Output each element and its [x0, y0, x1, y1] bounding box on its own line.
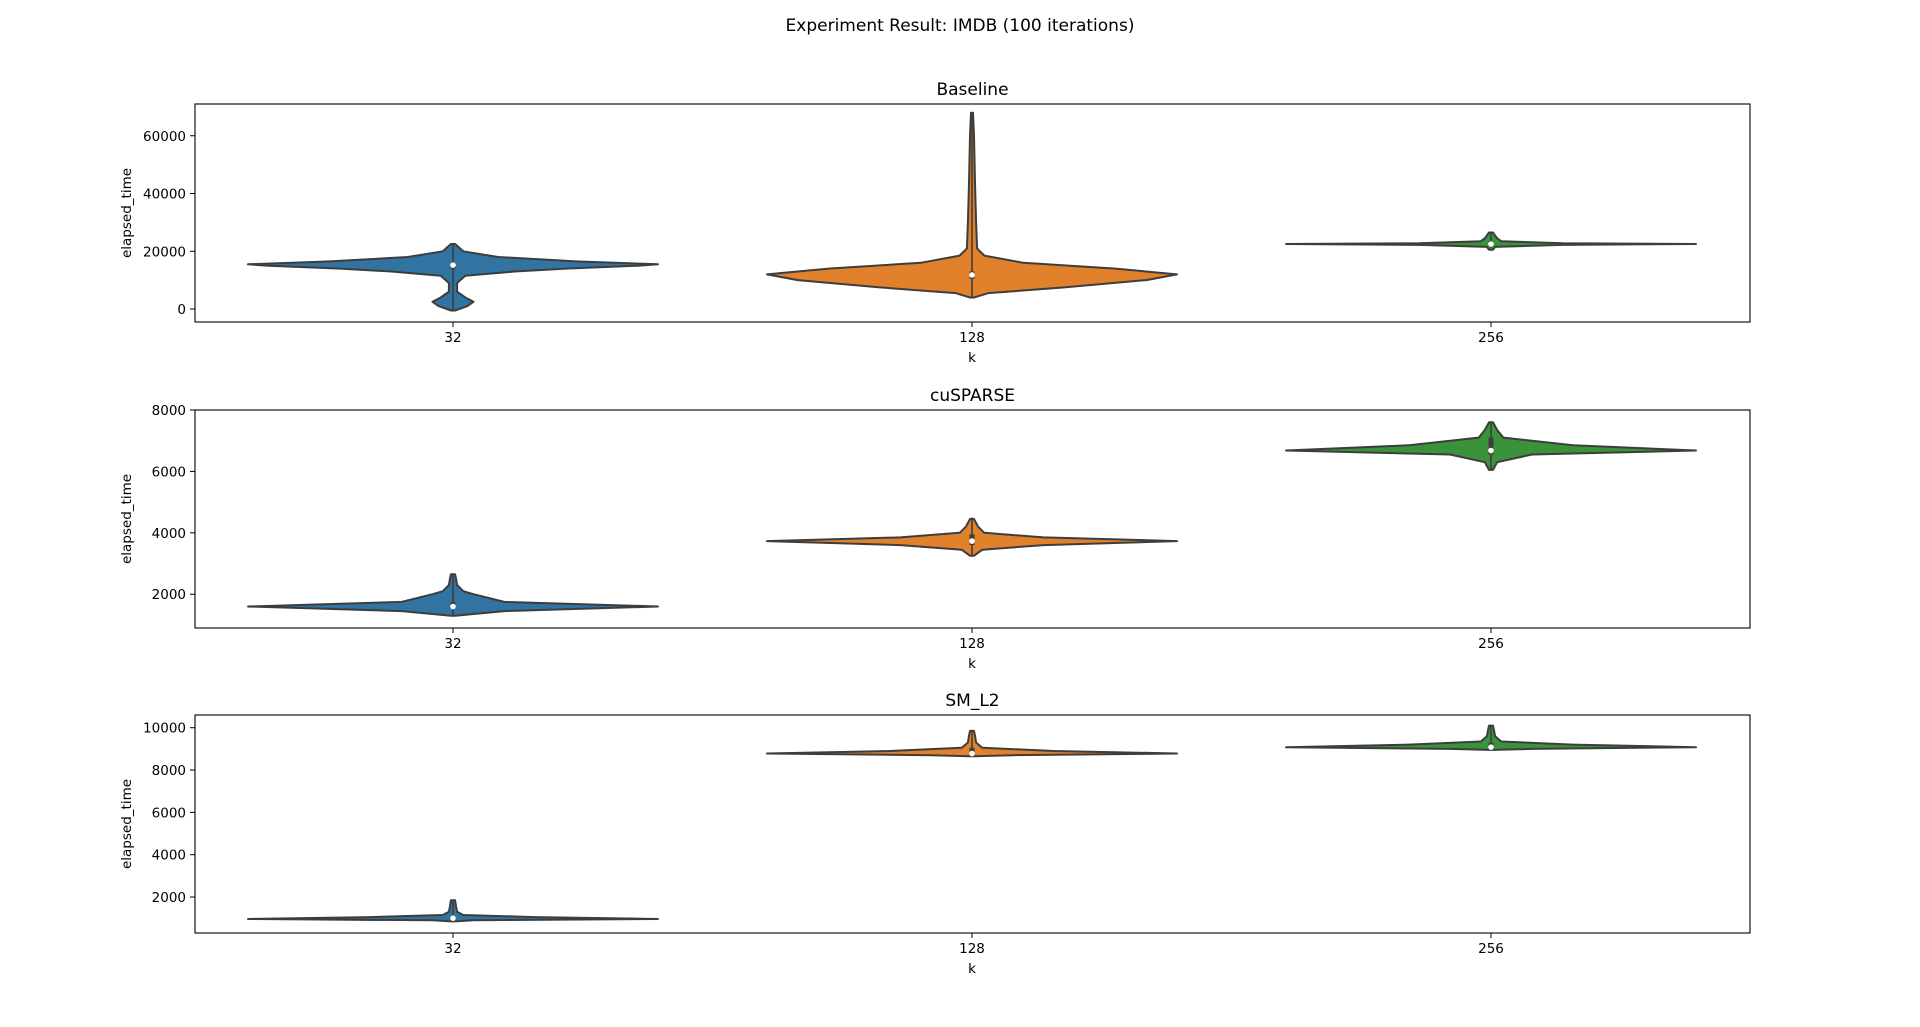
- y-tick-label: 4000: [152, 526, 186, 542]
- x-tick-label: 32: [444, 636, 461, 652]
- y-tick-label: 4000: [152, 848, 186, 864]
- violin-median-point: [969, 272, 975, 278]
- y-axis-label: elapsed_time: [119, 474, 135, 564]
- y-tick-label: 40000: [143, 187, 186, 203]
- y-tick-label: 20000: [143, 244, 186, 260]
- y-tick-label: 6000: [152, 805, 186, 821]
- violin-median-point: [450, 915, 456, 921]
- y-tick-label: 8000: [152, 403, 186, 419]
- x-tick-label: 32: [444, 941, 461, 957]
- x-tick-label: 128: [959, 941, 985, 957]
- x-axis-label: k: [968, 961, 976, 977]
- violin-median-point: [450, 262, 456, 268]
- x-tick-label: 32: [444, 330, 461, 346]
- y-tick-label: 0: [177, 302, 186, 318]
- y-tick-label: 8000: [152, 763, 186, 779]
- subplot-title: Baseline: [936, 80, 1008, 100]
- y-tick-label: 6000: [152, 464, 186, 480]
- x-tick-label: 128: [959, 330, 985, 346]
- violin-median-point: [450, 603, 456, 610]
- violin-median-point: [1488, 241, 1494, 247]
- x-tick-label: 256: [1478, 636, 1504, 652]
- violin-median-point: [969, 538, 975, 544]
- subplot-2: SM_L2 2000 4000 6000 8000 10000 32 128 256 k elaps…: [119, 691, 1751, 977]
- x-tick-label: 128: [959, 636, 985, 652]
- y-tick-label: 2000: [152, 587, 186, 603]
- subplot-0: Baseline 0 20000 40000 60000 32 128 256 k elapsed…: [119, 80, 1751, 366]
- subplot-title: SM_L2: [945, 691, 999, 711]
- violin-median-point: [1488, 744, 1494, 750]
- x-axis-label: k: [968, 350, 976, 366]
- violin-median-point: [969, 750, 975, 757]
- figure-title: Experiment Result: IMDB (100 iterations): [785, 16, 1135, 36]
- x-tick-label: 256: [1478, 941, 1504, 957]
- y-tick-label: 60000: [143, 129, 186, 145]
- violin-median-point: [1488, 447, 1494, 454]
- y-tick-label: 2000: [152, 890, 186, 906]
- x-tick-label: 256: [1478, 330, 1504, 346]
- subplot-title: cuSPARSE: [930, 386, 1015, 406]
- violin-box: [1488, 437, 1494, 455]
- y-axis-label: elapsed_time: [119, 779, 135, 869]
- subplot-1: cuSPARSE 2000 4000 6000 8000 32 128 256 k elapsed…: [119, 386, 1751, 672]
- y-axis-label: elapsed_time: [119, 168, 135, 258]
- y-tick-label: 10000: [143, 721, 186, 737]
- x-axis-label: k: [968, 656, 976, 672]
